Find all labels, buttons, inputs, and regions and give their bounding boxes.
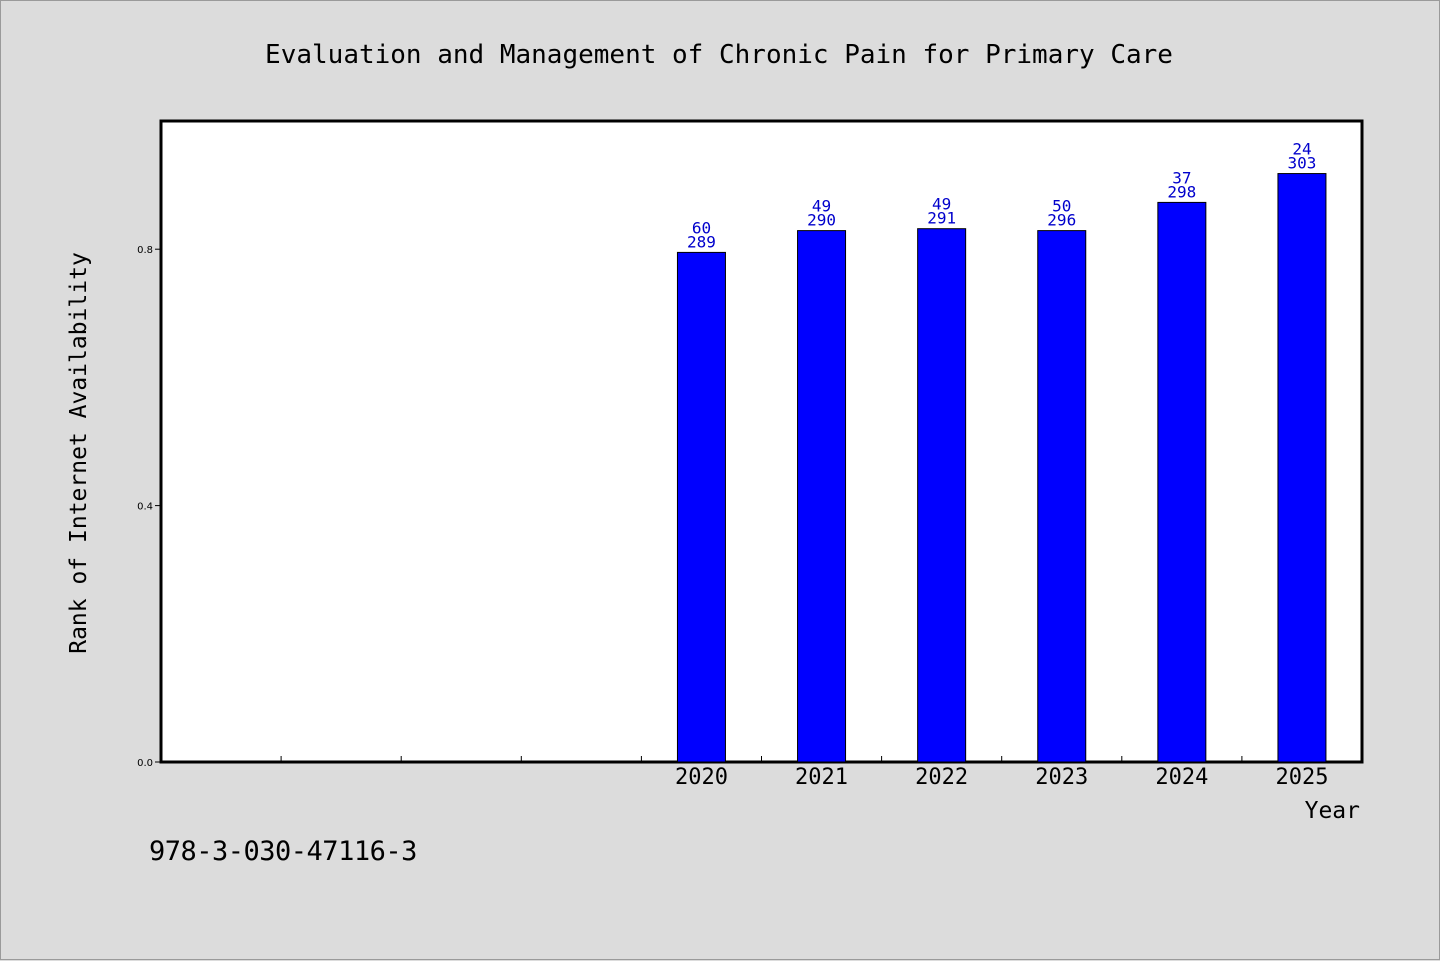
chart-title: Evaluation and Management of Chronic Pai… — [265, 40, 1173, 70]
x-tick-label: 2021 — [795, 765, 848, 790]
bar — [1277, 173, 1327, 763]
x-tick-label: 2020 — [675, 765, 728, 790]
y-tick-label: 0.0 — [137, 758, 153, 769]
y-axis: 0.0 0.4 0.8 — [137, 245, 161, 769]
y-tick-label: 0.8 — [137, 245, 153, 256]
bar — [676, 251, 726, 763]
bar-label-bottom: 303 — [1287, 154, 1316, 173]
bar-label-bottom: 290 — [807, 211, 836, 230]
x-tick-label: 2025 — [1275, 765, 1328, 790]
bar — [797, 230, 847, 763]
x-axis-label: Year — [1305, 798, 1360, 824]
bar-label-top: 37 — [1172, 168, 1191, 187]
bar-label-bottom: 291 — [927, 209, 956, 228]
bar-label-top: 60 — [692, 218, 711, 237]
bar — [1157, 201, 1207, 763]
bar — [1037, 230, 1087, 763]
x-tick-label: 2022 — [915, 765, 968, 790]
bar-label-bottom: 298 — [1167, 182, 1196, 201]
bar-series — [676, 173, 1327, 763]
bar-label-top: 49 — [932, 195, 951, 214]
x-axis: 2020 2021 2022 2023 2024 2025 — [280, 756, 1328, 790]
isbn-label: 978-3-030-47116-3 — [149, 836, 417, 867]
y-axis-label: Rank of Internet Availability — [66, 252, 92, 654]
x-tick-label: 2024 — [1155, 765, 1208, 790]
bar-label-top: 49 — [812, 197, 831, 216]
x-tick-label: 2023 — [1035, 765, 1088, 790]
bar-label-bottom: 289 — [687, 232, 716, 251]
bar-label-top: 50 — [1052, 197, 1071, 216]
bar — [917, 228, 967, 763]
bar-label-bottom: 296 — [1047, 211, 1076, 230]
bar-label-top: 24 — [1292, 140, 1311, 159]
y-tick-label: 0.4 — [137, 502, 153, 513]
